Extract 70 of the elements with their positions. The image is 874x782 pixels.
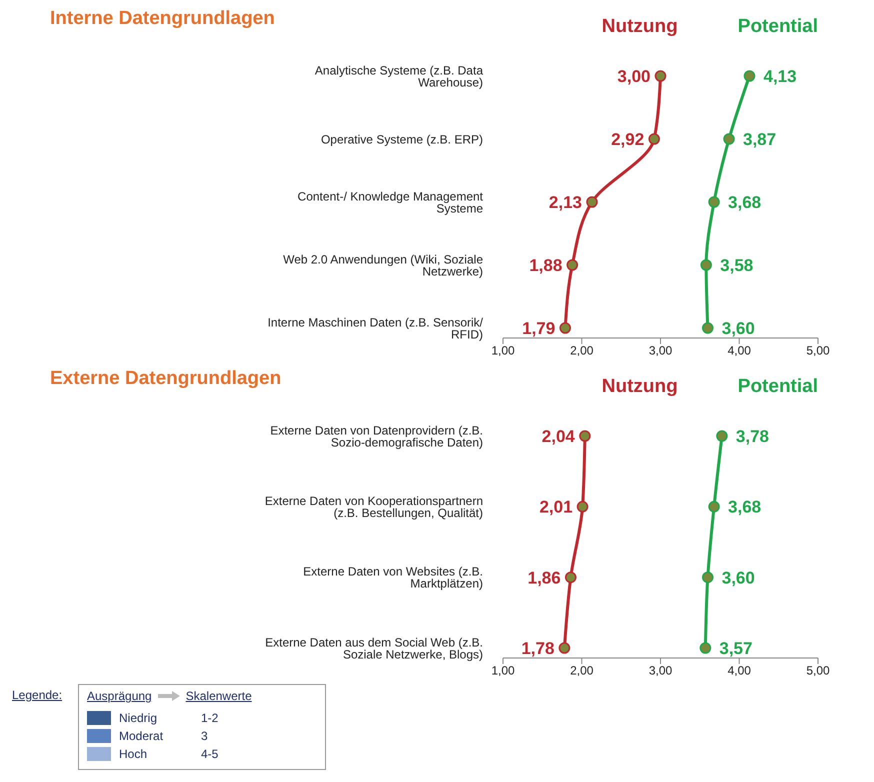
point [708,196,720,208]
series-label: Potential [738,16,818,39]
text: Externe Datengrundlagen [50,368,282,390]
text: Legende: [12,687,64,704]
text: 3 [201,729,208,743]
text: Hoch [119,747,148,761]
point [558,642,570,654]
point [708,500,720,512]
text: Interne Datengrundlagen [50,8,275,30]
data-label: 3,00 [617,67,650,86]
x-tick-label: 1,00 [491,664,515,678]
point [586,196,598,208]
data-label: 3,87 [743,130,776,149]
x-tick-label: 3,00 [648,664,672,678]
data-label: 3,58 [720,256,754,275]
x-tick-label: 2,00 [570,664,594,678]
text: Skalenwerte [186,689,252,703]
data-label: 2,01 [539,498,573,517]
x-tick-label: 4,00 [728,664,752,678]
y-tick-label: Operative Systeme (z.B. ERP) [320,132,484,146]
y-tick-label: Web 2.0 Anwendungen (Wiki, Soziale Netzwerke) [283,252,484,278]
data-label: 2,04 [542,427,576,446]
data-label: 3,60 [722,568,755,588]
data-label: 1,86 [528,568,561,588]
text: 1-2 [201,711,218,725]
data-label: 1,79 [522,319,556,338]
point [716,430,728,442]
x-tick-label: 1,00 [491,344,515,358]
data-label: 3,60 [722,319,755,338]
series-label: Nutzung [602,376,678,399]
y-tick-label: Interne Maschinen Daten (z.B. Sensorik/ RFID) [268,315,484,342]
point [579,430,591,442]
y-tick-label: Externe Daten von Kooperationspartnern (z.B. Bestellungen, Qualität) [264,494,483,520]
y-tick-label: Analytische Systeme (z.B. Data Warehouse) [314,63,484,90]
data-label: 3,68 [728,193,762,212]
point [700,259,712,271]
point [576,500,588,512]
data-label: 3,78 [736,427,770,446]
data-label: 1,88 [529,256,562,275]
text: 4-5 [201,747,218,761]
data-label: 2,13 [548,193,582,212]
x-tick-label: 3,00 [648,344,672,358]
point [559,322,571,334]
text: Moderat [119,729,164,743]
x-tick-label: 5,00 [806,344,830,358]
point [564,572,576,584]
y-tick-label: Externe Daten von Datenprovidern (z.B. Sozio-demografische Daten) [270,423,483,450]
point [702,572,714,584]
y-tick-label: Externe Daten von Websites (z.B. Marktplätzen) [303,564,483,591]
data-label: 4,13 [763,67,797,86]
point [648,133,660,145]
y-tick-label: Externe Daten aus dem Social Web (z.B. Soziale Netzwerke, Blogs) [265,635,483,662]
data-label: 3,68 [728,498,762,517]
point [566,259,578,271]
text: Niedrig [119,711,158,725]
point [700,642,712,654]
y-tick-label: Content-/ Knowledge Management Systeme [298,189,484,216]
point [702,322,714,334]
text: Ausprägung [87,689,152,703]
data-label: 2,92 [611,130,644,149]
x-tick-label: 2,00 [570,344,594,358]
data-label: 3,57 [719,639,752,658]
series-label: Nutzung [602,16,678,39]
point [654,70,666,82]
x-tick-label: 4,00 [728,344,752,358]
point [723,133,735,145]
x-tick-label: 5,00 [806,664,830,678]
series-label: Potential [738,376,818,399]
point [744,70,756,82]
data-label: 1,78 [521,639,554,658]
